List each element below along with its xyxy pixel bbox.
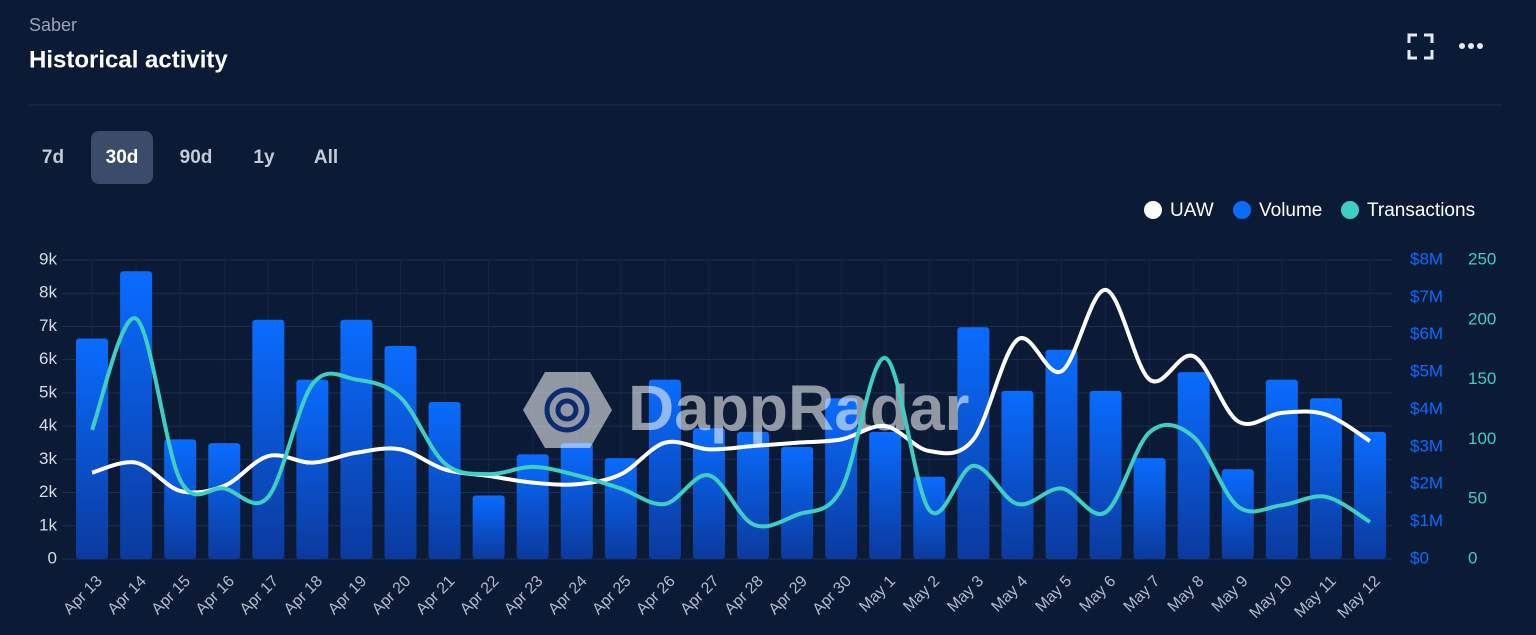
bar xyxy=(648,379,681,559)
bar xyxy=(296,379,329,559)
bar xyxy=(1089,390,1122,559)
bar xyxy=(604,458,637,559)
y3-tick-label: 0 xyxy=(1468,548,1477,567)
bar xyxy=(913,476,946,559)
bar xyxy=(384,345,417,559)
bar xyxy=(869,431,902,559)
bar xyxy=(340,319,373,559)
legend-label[interactable]: Transactions xyxy=(1367,200,1475,221)
watermark-text: DappRadar xyxy=(628,372,969,444)
bar xyxy=(1221,469,1254,559)
bar xyxy=(76,338,109,559)
bar xyxy=(1133,458,1166,559)
y3-tick-label: 200 xyxy=(1468,309,1496,328)
y-tick-label: 7k xyxy=(39,316,57,335)
bar xyxy=(252,319,285,559)
bar xyxy=(1265,379,1298,559)
bar xyxy=(472,495,505,559)
y-tick-label: 3k xyxy=(39,449,57,468)
y2-tick-label: $8M xyxy=(1410,249,1443,268)
page-title: Historical activity xyxy=(29,46,228,73)
y2-tick-label: $7M xyxy=(1410,287,1443,306)
y2-tick-label: $3M xyxy=(1410,436,1443,455)
active-tab-bg xyxy=(91,131,153,184)
y3-tick-label: 100 xyxy=(1468,429,1496,448)
tab[interactable]: 90d xyxy=(180,147,213,168)
tab[interactable]: 1y xyxy=(253,147,275,168)
y2-tick-label: $1M xyxy=(1410,511,1443,530)
tab[interactable]: All xyxy=(314,147,338,168)
y-tick-label: 0 xyxy=(48,548,57,567)
bar xyxy=(737,431,770,559)
tab[interactable]: 30d xyxy=(106,147,139,168)
y-tick-label: 5k xyxy=(39,382,57,401)
bar xyxy=(781,446,814,559)
bar xyxy=(692,428,725,559)
legend-label[interactable]: UAW xyxy=(1170,200,1214,221)
y3-tick-label: 250 xyxy=(1468,249,1496,268)
y-tick-label: 4k xyxy=(39,416,57,435)
y-tick-label: 1k xyxy=(39,515,57,534)
bar xyxy=(1177,372,1210,559)
bar xyxy=(1045,349,1078,559)
legend-label[interactable]: Volume xyxy=(1259,200,1322,221)
y2-tick-label: $5M xyxy=(1410,362,1443,381)
watermark: DappRadar xyxy=(523,372,969,448)
lines xyxy=(90,287,1372,529)
y2-tick-label: $4M xyxy=(1410,399,1443,418)
tab[interactable]: 7d xyxy=(42,147,64,168)
bar xyxy=(957,327,990,559)
bars xyxy=(76,271,1386,559)
bar xyxy=(164,439,197,559)
bar xyxy=(208,443,241,559)
y2-tick-label: $0 xyxy=(1410,548,1429,567)
y-tick-label: 2k xyxy=(39,482,57,501)
project-name: Saber xyxy=(29,15,77,35)
line xyxy=(91,287,1372,495)
bar xyxy=(1001,390,1034,559)
expand-icon[interactable] xyxy=(1407,33,1434,60)
legend: UAW Volume Transactions xyxy=(1144,200,1475,221)
line xyxy=(90,316,1372,529)
more-icon[interactable] xyxy=(1459,43,1483,49)
y-tick-label: 8k xyxy=(39,283,57,302)
legend-swatch xyxy=(1144,201,1162,219)
bar xyxy=(120,271,153,559)
bar xyxy=(1309,398,1342,559)
bar xyxy=(1353,431,1386,559)
y2-tick-label: $6M xyxy=(1410,324,1443,343)
legend-swatch xyxy=(1233,201,1251,219)
bar xyxy=(560,443,593,559)
y2-tick-label: $2M xyxy=(1410,474,1443,493)
legend-swatch xyxy=(1341,201,1359,219)
y3-tick-label: 150 xyxy=(1468,369,1496,388)
y3-tick-label: 50 xyxy=(1468,489,1487,508)
y-tick-label: 6k xyxy=(39,349,57,368)
y-tick-label: 9k xyxy=(39,249,57,268)
tab-bar: 7d 30d 90d 1y All xyxy=(42,131,338,184)
bar xyxy=(428,402,461,559)
